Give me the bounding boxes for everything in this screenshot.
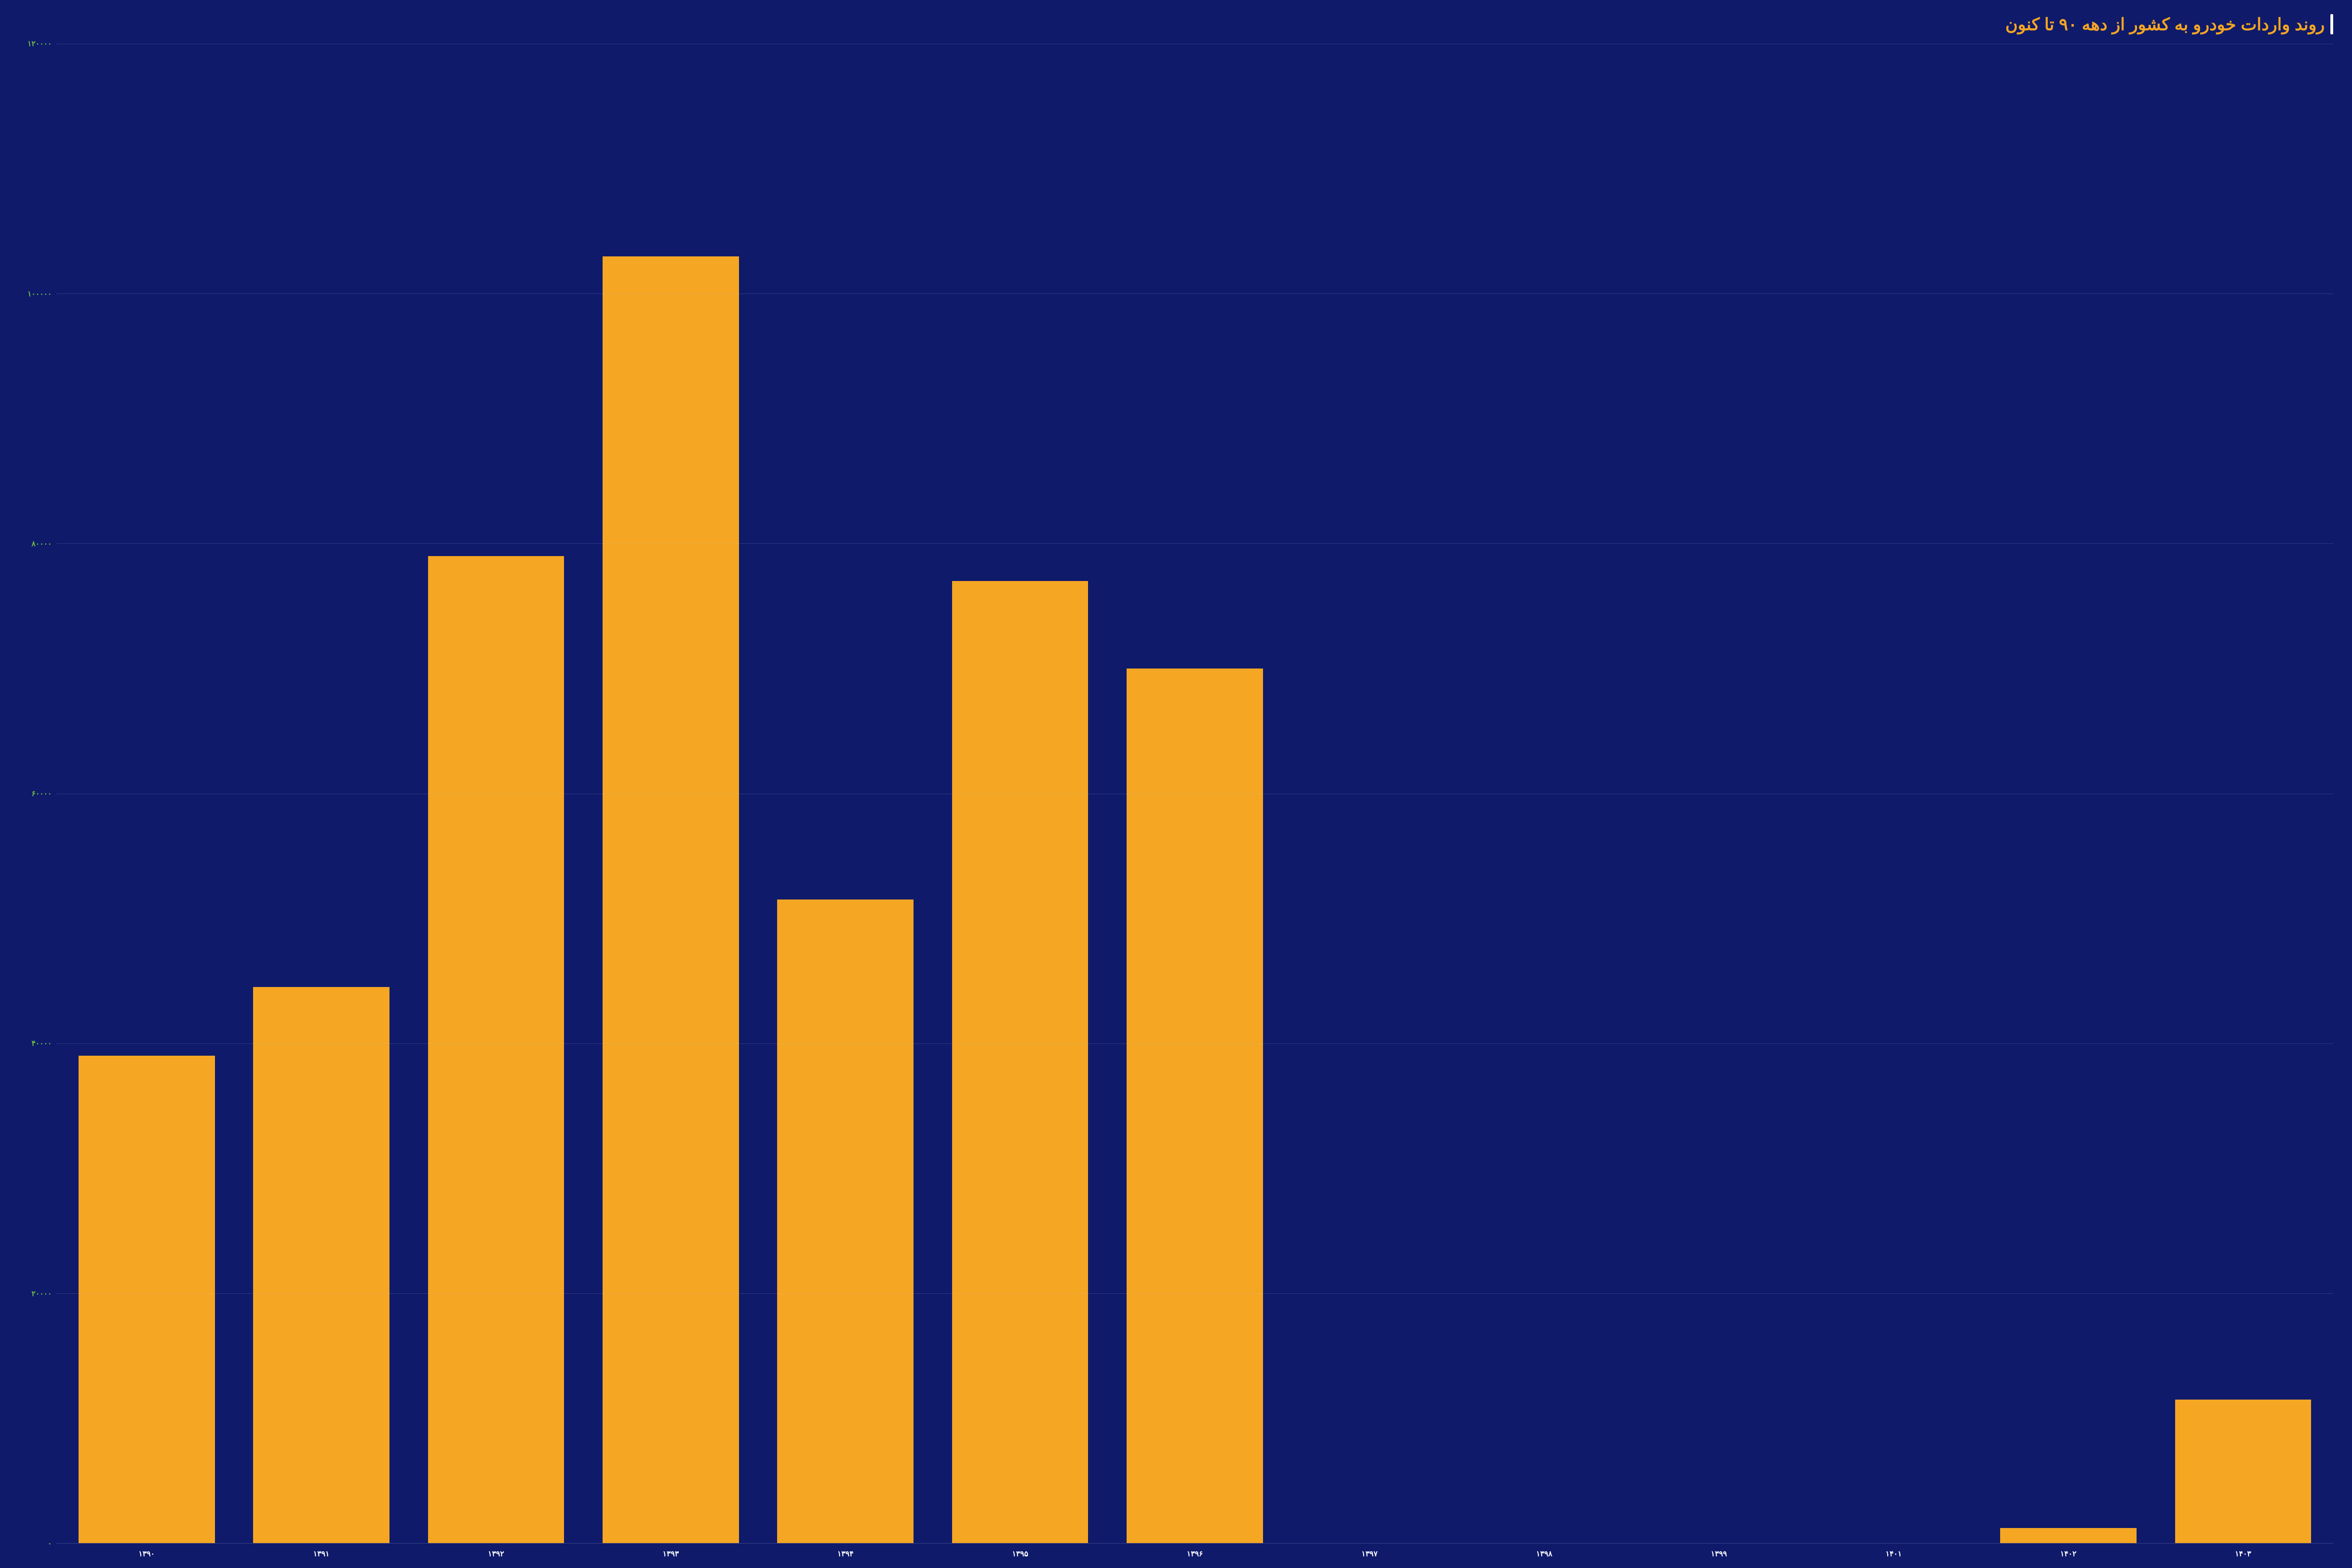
- bar: [952, 581, 1089, 1543]
- x-tick-label: ۱۳۹۷: [1282, 1549, 1457, 1559]
- bar: [1127, 669, 1263, 1543]
- y-tick-label: ۱۰۰۰۰۰: [27, 289, 52, 299]
- x-axis: ۱۳۹۰۱۳۹۱۱۳۹۲۱۳۹۳۱۳۹۴۱۳۹۵۱۳۹۶۱۳۹۷۱۳۹۸۱۳۹۹…: [56, 1544, 2333, 1559]
- y-tick-label: ۱۲۰۰۰۰: [27, 39, 52, 48]
- y-tick-label: ۶۰۰۰۰: [32, 789, 52, 798]
- chart-title: روند واردات خودرو به کشور از دهه ۹۰ تا ک…: [2005, 14, 2325, 34]
- bar: [777, 899, 914, 1543]
- bar: [2000, 1528, 2137, 1543]
- plot-area: [56, 44, 2333, 1544]
- x-tick-label: ۱۳۹۲: [409, 1549, 583, 1559]
- y-tick-label: ۲۰۰۰۰: [32, 1289, 52, 1298]
- x-tick-label: ۱۳۹۳: [583, 1549, 758, 1559]
- x-tick-label: ۱۳۹۵: [933, 1549, 1107, 1559]
- x-tick-label: ۱۳۹۸: [1457, 1549, 1631, 1559]
- x-tick-label: ۱۴۰۲: [1981, 1549, 2155, 1559]
- x-tick-label: ۱۳۹۱: [234, 1549, 408, 1559]
- gridline: [56, 1043, 2333, 1044]
- bar: [2175, 1400, 2312, 1543]
- bar: [428, 556, 564, 1543]
- chart: ۰۲۰۰۰۰۴۰۰۰۰۶۰۰۰۰۸۰۰۰۰۱۰۰۰۰۰۱۲۰۰۰۰ ۱۳۹۰۱۳…: [19, 44, 2333, 1559]
- x-tick-label: ۱۳۹۴: [758, 1549, 933, 1559]
- y-tick-label: ۸۰۰۰۰: [32, 539, 52, 549]
- bar: [253, 987, 389, 1543]
- chart-area: ۰۲۰۰۰۰۴۰۰۰۰۶۰۰۰۰۸۰۰۰۰۱۰۰۰۰۰۱۲۰۰۰۰: [19, 44, 2333, 1544]
- x-tick-label: ۱۳۹۹: [1632, 1549, 1806, 1559]
- title-accent-bar: [2330, 14, 2333, 34]
- x-tick-label: ۱۴۰۱: [1806, 1549, 1981, 1559]
- y-tick-label: ۰: [48, 1539, 52, 1548]
- x-tick-label: ۱۳۹۶: [1107, 1549, 1282, 1559]
- y-axis: ۰۲۰۰۰۰۴۰۰۰۰۶۰۰۰۰۸۰۰۰۰۱۰۰۰۰۰۱۲۰۰۰۰: [19, 44, 56, 1544]
- chart-title-container: روند واردات خودرو به کشور از دهه ۹۰ تا ک…: [19, 14, 2333, 34]
- bar: [603, 256, 739, 1543]
- gridline: [56, 543, 2333, 544]
- x-tick-label: ۱۳۹۰: [59, 1549, 234, 1559]
- y-tick-label: ۴۰۰۰۰: [32, 1039, 52, 1048]
- bar: [79, 1056, 215, 1543]
- gridline: [56, 1293, 2333, 1294]
- x-tick-label: ۱۴۰۳: [2156, 1549, 2330, 1559]
